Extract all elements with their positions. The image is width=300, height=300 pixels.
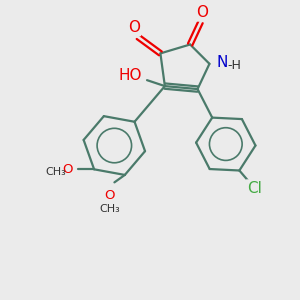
Text: -H: -H — [228, 59, 242, 72]
Text: O: O — [128, 20, 140, 35]
Text: CH₃: CH₃ — [45, 167, 66, 177]
Text: Cl: Cl — [247, 181, 262, 196]
Text: O: O — [62, 163, 73, 176]
Text: O: O — [196, 5, 208, 20]
Text: CH₃: CH₃ — [99, 204, 120, 214]
Text: HO: HO — [119, 68, 142, 83]
Text: O: O — [104, 189, 115, 202]
Text: N: N — [216, 55, 228, 70]
